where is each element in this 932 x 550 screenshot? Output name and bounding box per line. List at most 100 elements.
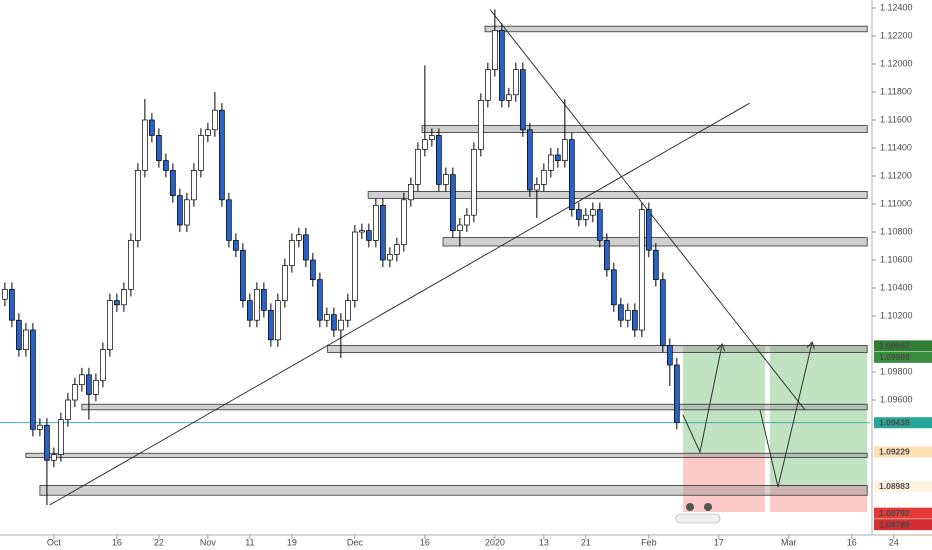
- zone: [367, 191, 868, 199]
- event-icon: [704, 503, 712, 511]
- y-tick-label: 1.12400: [880, 2, 913, 12]
- price-label: [874, 480, 932, 492]
- candle-body: [645, 209, 652, 251]
- projections: [675, 343, 812, 524]
- price-label-text: 1.08789: [879, 519, 910, 529]
- candle-body: [352, 231, 358, 301]
- position-loss: [683, 453, 766, 513]
- trendline: [49, 102, 750, 506]
- candle-body: [268, 310, 274, 341]
- candle-body: [30, 329, 36, 430]
- candle-body: [331, 314, 337, 331]
- candle-body: [107, 300, 113, 350]
- candle-body: [93, 380, 99, 395]
- price-label: [874, 507, 932, 519]
- candle-body: [142, 119, 148, 171]
- candle-body: [338, 319, 344, 331]
- candle-body: [72, 384, 78, 401]
- candle-body: [380, 205, 386, 261]
- candle-body: [44, 424, 50, 461]
- candle-body: [254, 289, 260, 321]
- y-tick-label: 1.11200: [880, 170, 912, 180]
- candle-body: [561, 139, 568, 161]
- price-label: [874, 519, 932, 531]
- x-tick-label: Feb: [641, 537, 657, 547]
- candle-body: [401, 199, 407, 245]
- candle-body: [408, 184, 414, 201]
- projection-arrow: [682, 345, 722, 454]
- candle-body: [149, 119, 155, 136]
- candle-body: [191, 170, 197, 201]
- candle-body: [114, 300, 120, 306]
- candle-body: [205, 129, 211, 136]
- candle-body: [540, 170, 547, 185]
- position-profit: [683, 345, 766, 454]
- zone: [327, 345, 868, 353]
- candle-body: [463, 214, 470, 226]
- x-tick-label: 11: [245, 537, 254, 547]
- candle-body: [610, 269, 617, 306]
- x-tick-label: 24: [889, 537, 899, 547]
- y-tick-label: 1.12200: [880, 30, 913, 40]
- x-tick-label: Nov: [200, 537, 217, 547]
- candle-body: [603, 240, 610, 271]
- current-price-label: [874, 417, 932, 429]
- y-tick-label: 1.10600: [880, 254, 913, 264]
- candle-body: [212, 109, 218, 131]
- candle-body: [184, 199, 190, 226]
- price-label-text: 1.08983: [879, 481, 910, 491]
- y-tick-label: 1.11600: [880, 114, 912, 124]
- position-profit: [769, 345, 868, 486]
- candle-body: [505, 94, 512, 101]
- zone: [81, 403, 868, 411]
- candle-body: [310, 259, 316, 280]
- x-tick-label: 13: [539, 537, 549, 547]
- candle-body: [415, 149, 421, 185]
- candle-body: [373, 205, 379, 241]
- x-tick-label: Dec: [347, 537, 364, 547]
- y-tick-label: 1.11400: [880, 142, 912, 152]
- candle-body: [387, 254, 393, 261]
- candle-body: [512, 69, 519, 96]
- candle-body: [23, 329, 29, 350]
- candle-body: [547, 154, 554, 171]
- y-tick-label: 1.11800: [880, 86, 912, 96]
- y-tick-label: 1.10200: [880, 310, 913, 320]
- candle-body: [554, 154, 561, 161]
- candle-body: [449, 174, 456, 231]
- candle-body: [394, 244, 400, 255]
- candle-body: [533, 184, 540, 191]
- candle-body: [177, 195, 183, 226]
- candle-body: [156, 135, 162, 161]
- candle-body: [429, 135, 435, 140]
- candle-body: [2, 289, 8, 300]
- x-tick-label: 2020: [485, 537, 505, 547]
- candle-body: [324, 314, 330, 321]
- candle-body: [498, 30, 505, 101]
- candle-body: [526, 129, 533, 191]
- candle-body: [135, 170, 141, 241]
- candle-body: [617, 304, 624, 321]
- candle-body: [79, 374, 85, 385]
- price-label: [874, 351, 932, 363]
- candle-body: [275, 300, 281, 341]
- candle-body: [261, 289, 267, 311]
- candle-body: [233, 240, 239, 251]
- price-label: [874, 446, 932, 458]
- candle-body: [477, 100, 484, 150]
- candle-body: [317, 279, 323, 321]
- candle-body: [673, 364, 680, 423]
- event-icon: [686, 503, 694, 511]
- candle-body: [100, 349, 106, 381]
- x-tick-label: 21: [581, 537, 591, 547]
- candle-body: [666, 345, 673, 366]
- candle-body: [491, 30, 498, 70]
- candle-body: [121, 289, 127, 306]
- candle-body: [289, 240, 295, 266]
- x-tick-label: 17: [714, 537, 724, 547]
- candle-body: [240, 249, 246, 301]
- y-tick-label: 1.09800: [880, 366, 913, 376]
- candle-body: [128, 240, 134, 290]
- candle-body: [198, 135, 204, 171]
